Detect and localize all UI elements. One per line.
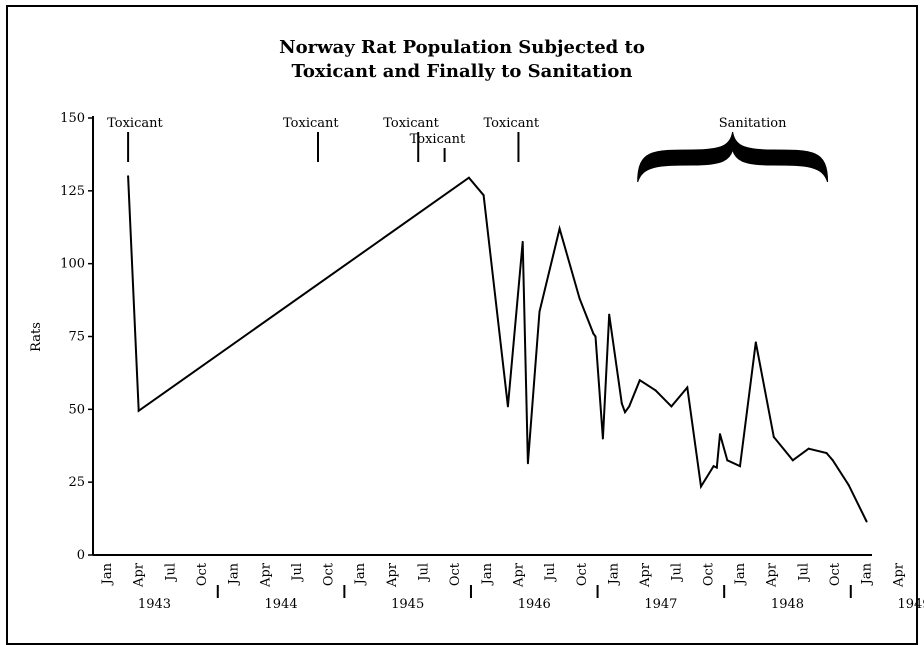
y-tick-label: 125 <box>60 184 85 199</box>
x-tick-label: Oct <box>828 562 843 586</box>
data-point <box>686 386 689 389</box>
data-point <box>592 332 595 335</box>
data-point <box>772 436 775 439</box>
data-point <box>739 465 741 468</box>
y-tick-label: 0 <box>77 548 85 563</box>
x-tick-label: Jul <box>543 563 558 583</box>
x-tick-label: Oct <box>322 562 337 586</box>
x-tick-label: Apr <box>891 562 906 588</box>
x-tick-label: Apr <box>132 562 147 588</box>
data-point <box>847 484 850 487</box>
data-point <box>521 240 524 243</box>
data-point <box>712 465 715 468</box>
x-tick-label: Oct <box>701 562 716 586</box>
sanitation-bracket <box>637 131 829 183</box>
data-point <box>865 520 868 523</box>
data-line <box>127 176 868 522</box>
x-tick-label: Jul <box>417 563 432 583</box>
data-point <box>807 447 810 450</box>
data-point <box>127 175 130 178</box>
x-tick-label: Jul <box>163 563 178 583</box>
data-point <box>526 462 529 465</box>
data-point <box>715 466 718 469</box>
y-tick-label: 100 <box>60 257 85 272</box>
data-point <box>594 335 597 338</box>
x-tick-label: Jan <box>860 562 875 586</box>
data-point <box>620 402 623 405</box>
bracket-label: Sanitation <box>719 116 787 131</box>
annotation-label: Toxicant <box>283 116 339 131</box>
annotation-label: Toxicant <box>483 116 539 131</box>
data-point <box>137 409 140 412</box>
x-tick-label: Jan <box>733 562 748 586</box>
data-point <box>699 485 702 488</box>
data-point <box>506 405 509 408</box>
x-tick-label: Oct <box>448 562 463 586</box>
x-tick-label: Apr <box>258 562 273 588</box>
x-tick-label: Jan <box>606 562 621 586</box>
year-label: 1944 <box>265 597 298 612</box>
x-tick-label: Oct <box>575 562 590 586</box>
annotation-label: Toxicant <box>383 116 439 131</box>
data-point <box>558 227 561 230</box>
y-tick-label: 150 <box>60 111 85 126</box>
data-point <box>670 405 673 408</box>
x-tick-label: Jan <box>227 562 242 586</box>
data-point <box>654 389 657 392</box>
year-label: 1943 <box>138 597 171 612</box>
year-label: 1945 <box>391 597 424 612</box>
data-point <box>638 379 641 382</box>
year-label: 1949 <box>898 597 924 612</box>
x-tick-label: Jul <box>923 563 924 583</box>
y-tick-label: 75 <box>68 330 85 345</box>
data-point <box>578 297 581 300</box>
data-point <box>624 411 627 414</box>
year-label: 1946 <box>518 597 551 612</box>
chart-plot: 0 25 50 75 100 125 150 Rats Jan Apr Jul Oct Jan Apr Ju… <box>29 111 924 612</box>
data-point <box>825 452 828 455</box>
data-point <box>791 459 794 462</box>
y-axis-label: Rats <box>29 322 44 352</box>
x-tick-label: Jul <box>796 563 811 583</box>
data-point <box>538 310 541 313</box>
x-tick-label: Oct <box>195 562 210 586</box>
x-tick-label: Jan <box>100 562 115 586</box>
chart-title-line-2: Toxicant and Finally to Sanitation <box>291 61 633 82</box>
x-tick-label: Jan <box>353 562 368 586</box>
data-point <box>831 459 834 462</box>
x-tick-label: Jan <box>480 562 495 586</box>
data-point <box>718 433 721 436</box>
data-point <box>608 313 611 316</box>
annotation-label: Toxicant <box>410 132 466 147</box>
data-point <box>482 194 485 197</box>
year-label: 1947 <box>644 597 677 612</box>
chart-title-line-1: Norway Rat Population Subjected to <box>279 37 645 58</box>
data-point <box>601 437 604 440</box>
x-tick-label: Apr <box>385 562 400 588</box>
data-point <box>726 459 729 462</box>
data-point <box>467 176 470 179</box>
x-tick-label: Apr <box>638 562 653 588</box>
x-tick-label: Jul <box>670 563 685 583</box>
annotation-label: Toxicant <box>107 116 163 131</box>
data-point <box>754 341 757 344</box>
x-tick-label: Apr <box>765 562 780 588</box>
x-tick-label: Apr <box>511 562 526 588</box>
chart-title: Norway Rat Population Subjected to Toxic… <box>0 36 924 84</box>
y-tick-label: 50 <box>68 402 85 417</box>
y-tick-label: 25 <box>68 475 85 490</box>
data-point <box>628 405 631 408</box>
x-tick-label: Jul <box>290 563 305 583</box>
year-label: 1948 <box>771 597 804 612</box>
